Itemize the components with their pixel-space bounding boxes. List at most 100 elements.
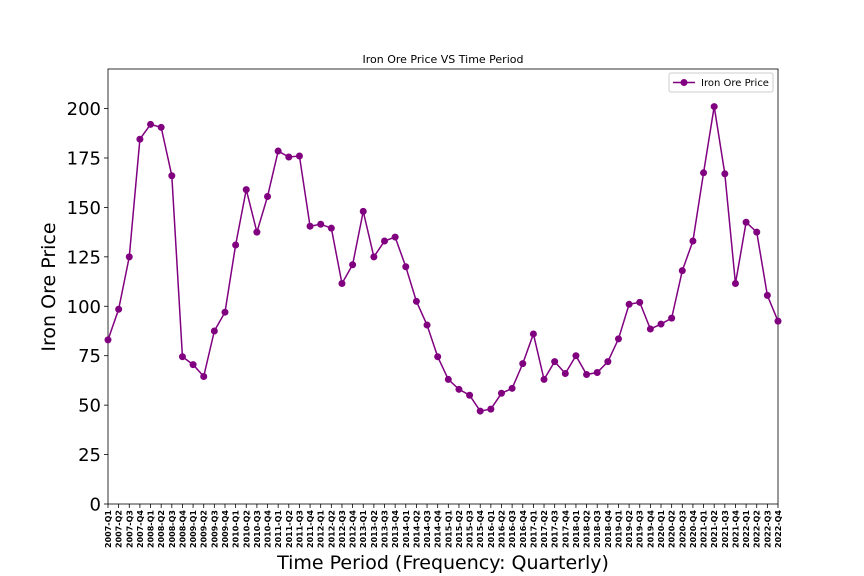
x-tick-label: 2020-Q2: [668, 510, 677, 548]
data-point: [668, 314, 676, 322]
x-tick-label: 2015-Q2: [455, 510, 464, 548]
data-point: [391, 233, 399, 241]
x-tick-label: 2013-Q4: [391, 510, 400, 548]
x-axis-ticks: 2007-Q1 2007-Q2 2007-Q3 2007-Q4 2008-Q1 2008-…: [104, 504, 783, 548]
data-point: [731, 280, 739, 288]
y-tick-label: 175: [67, 148, 101, 169]
x-tick-label: 2018-Q2: [583, 510, 592, 548]
x-tick-label: 2012-Q3: [338, 510, 347, 548]
data-point: [540, 375, 548, 383]
data-point: [614, 335, 622, 343]
x-tick-label: 2008-Q4: [178, 510, 187, 548]
data-point: [338, 280, 346, 288]
x-tick-label: 2010-Q1: [232, 510, 241, 548]
x-tick-label: 2014-Q1: [402, 510, 411, 548]
x-tick-label: 2021-Q3: [721, 510, 730, 548]
data-point: [636, 298, 644, 306]
data-point: [189, 361, 197, 369]
plot-area-frame: [107, 68, 779, 505]
x-tick-label: 2019-Q3: [636, 510, 645, 548]
series-line: [107, 106, 779, 412]
y-tick-label: 25: [78, 445, 101, 466]
x-tick-label: 2011-Q1: [274, 510, 283, 548]
data-point: [604, 358, 612, 366]
data-point: [264, 193, 272, 201]
data-point: [221, 308, 229, 316]
data-point: [168, 172, 176, 180]
data-point: [157, 123, 165, 131]
data-point: [519, 360, 527, 368]
x-tick-label: 2007-Q2: [115, 510, 124, 548]
x-tick-label: 2022-Q1: [742, 510, 751, 548]
data-point: [455, 385, 463, 393]
data-point: [529, 330, 537, 338]
x-tick-label: 2012-Q2: [327, 510, 336, 548]
x-tick-label: 2022-Q2: [753, 510, 762, 548]
x-tick-label: 2016-Q3: [508, 510, 517, 548]
x-tick-label: 2016-Q1: [487, 510, 496, 548]
legend-marker-swatch: [680, 79, 688, 86]
data-point: [646, 325, 654, 333]
data-point: [583, 370, 591, 378]
data-point: [402, 263, 410, 271]
x-tick-label: 2015-Q1: [444, 510, 453, 548]
x-tick-label: 2008-Q1: [147, 510, 156, 548]
x-tick-label: 2019-Q1: [614, 510, 623, 548]
legend-label: Iron Ore Price: [701, 78, 769, 89]
x-tick-label: 2011-Q3: [295, 510, 304, 548]
data-point: [561, 370, 569, 377]
x-tick-label: 2012-Q4: [349, 510, 358, 548]
y-tick-label: 75: [78, 346, 101, 367]
data-point: [625, 300, 633, 308]
data-point: [742, 218, 750, 226]
data-point: [115, 305, 123, 313]
data-point: [466, 391, 474, 399]
data-point: [487, 405, 495, 413]
x-tick-label: 2018-Q4: [604, 510, 613, 548]
data-point: [232, 241, 240, 249]
data-point: [444, 375, 452, 383]
x-tick-label: 2007-Q4: [136, 510, 145, 548]
data-point: [381, 237, 389, 245]
x-tick-label: 2009-Q4: [221, 510, 230, 548]
x-tick-label: 2008-Q2: [157, 510, 166, 548]
data-point: [689, 237, 697, 245]
x-tick-label: 2013-Q1: [359, 510, 368, 548]
data-point: [327, 224, 335, 232]
data-point: [412, 297, 420, 305]
y-tick-label: 0: [90, 495, 101, 516]
data-point: [370, 253, 378, 261]
x-tick-label: 2020-Q1: [657, 510, 666, 548]
data-point: [295, 152, 303, 160]
x-tick-label: 2014-Q2: [412, 510, 421, 548]
x-tick-label: 2008-Q3: [168, 510, 177, 548]
legend-box: [668, 72, 774, 93]
x-tick-label: 2014-Q4: [434, 510, 443, 548]
x-tick-label: 2014-Q3: [423, 510, 432, 548]
data-point: [210, 327, 218, 335]
data-point: [253, 228, 261, 236]
data-point: [125, 253, 133, 261]
y-tick-label: 50: [78, 396, 101, 417]
x-tick-label: 2022-Q4: [774, 510, 783, 548]
data-point: [359, 207, 367, 215]
x-tick-label: 2009-Q1: [189, 510, 198, 548]
x-tick-label: 2007-Q1: [104, 510, 113, 548]
data-point: [285, 153, 293, 161]
y-tick-label: 200: [67, 99, 101, 120]
y-tick-label: 125: [67, 247, 101, 268]
data-point: [551, 358, 559, 366]
data-point: [200, 372, 208, 380]
data-point: [700, 169, 708, 177]
data-point: [274, 147, 282, 155]
x-tick-label: 2017-Q1: [529, 510, 538, 548]
legend: Iron Ore Price: [668, 72, 774, 93]
x-tick-label: 2017-Q4: [561, 510, 570, 548]
x-tick-label: 2017-Q3: [551, 510, 560, 548]
x-tick-label: 2015-Q4: [476, 510, 485, 548]
data-point: [497, 389, 505, 397]
x-tick-label: 2020-Q4: [689, 510, 698, 548]
x-tick-label: 2009-Q2: [200, 510, 209, 548]
x-tick-label: 2020-Q3: [678, 510, 687, 548]
